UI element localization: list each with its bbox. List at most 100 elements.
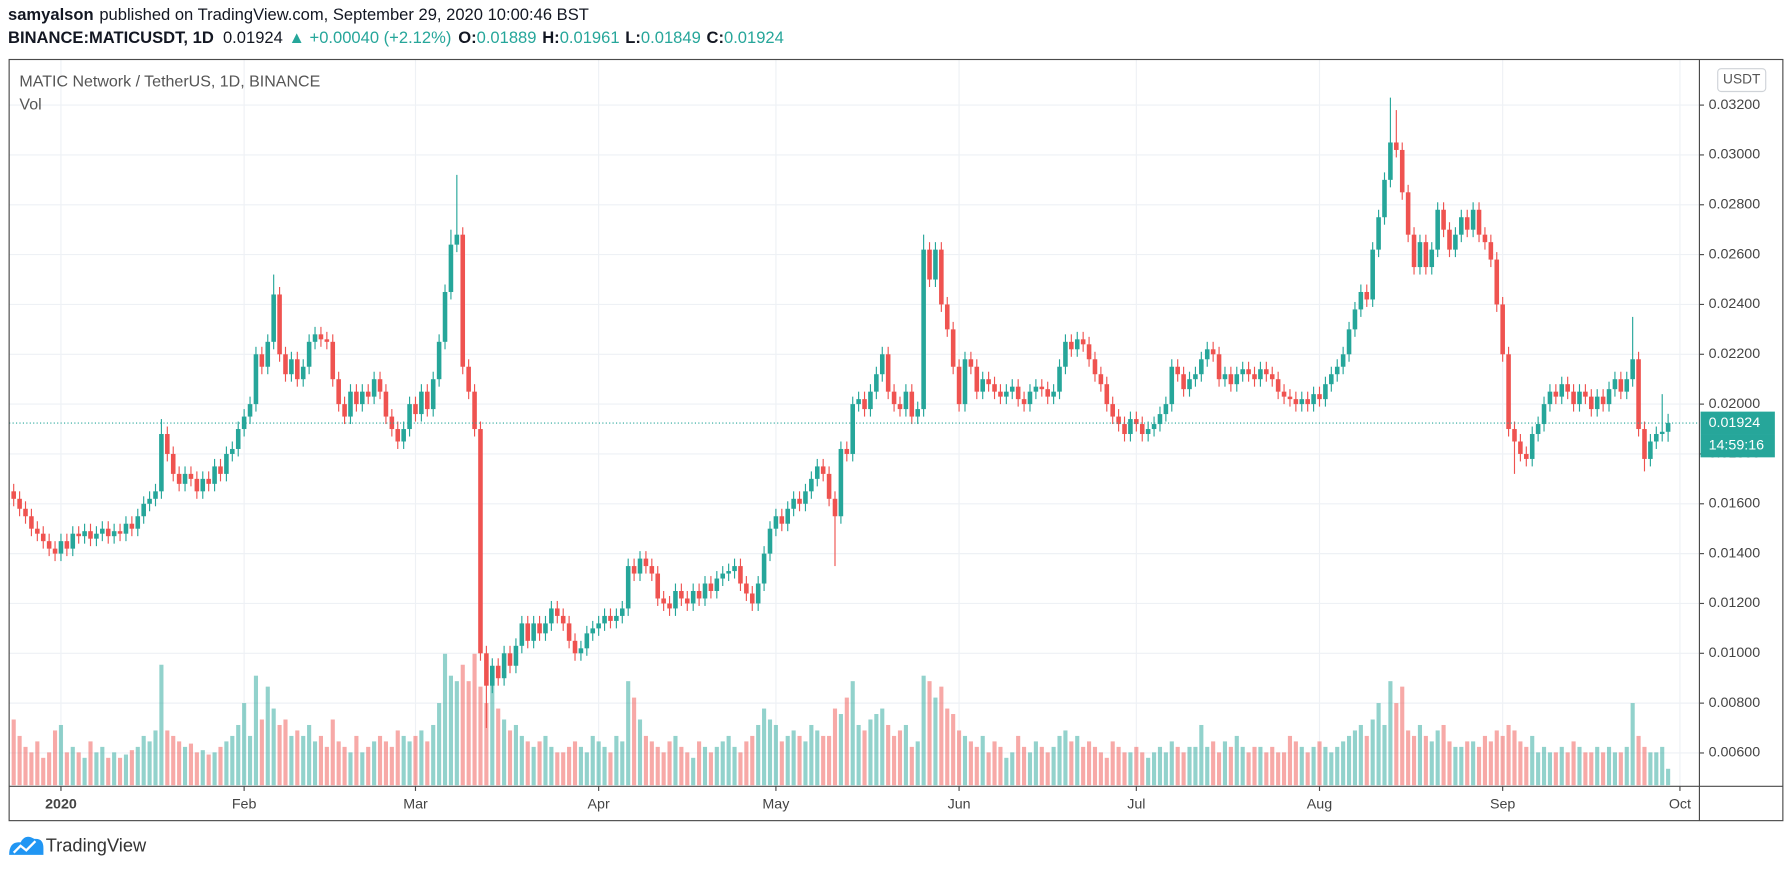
volume-bar bbox=[277, 724, 282, 786]
volume-bar bbox=[236, 724, 241, 786]
candle-body bbox=[1269, 374, 1275, 380]
candle-body bbox=[673, 591, 678, 609]
candle-body bbox=[1287, 396, 1293, 400]
volume-bar bbox=[738, 752, 743, 786]
volume-bar bbox=[708, 752, 713, 786]
volume-bar bbox=[194, 752, 199, 786]
candle-body bbox=[708, 583, 714, 592]
candle-body bbox=[809, 478, 814, 492]
ohlc-value: 0.01889 bbox=[477, 28, 537, 47]
candle-body bbox=[879, 354, 885, 375]
volume-bar bbox=[1075, 735, 1080, 786]
volume-bar bbox=[1335, 746, 1340, 786]
volume-bar bbox=[897, 730, 903, 786]
volume-bar bbox=[1512, 730, 1517, 786]
volume-bar bbox=[756, 724, 761, 786]
candle-body bbox=[684, 598, 690, 604]
candle-body bbox=[1405, 192, 1411, 235]
currency-button[interactable] bbox=[1717, 68, 1767, 93]
candle-body bbox=[64, 541, 70, 549]
candle-body bbox=[1500, 304, 1505, 355]
symbol-line: BINANCE:MATICUSDT, 1D 0.01924 ▲ +0.00040 (… bbox=[8, 28, 784, 47]
candle-body bbox=[749, 593, 755, 604]
candle-body bbox=[791, 498, 796, 509]
candle-body bbox=[661, 598, 666, 604]
volume-bar bbox=[425, 741, 430, 786]
volume-bar bbox=[968, 741, 973, 786]
candle-body bbox=[690, 591, 696, 604]
volume-bar bbox=[1364, 735, 1369, 786]
volume-bar bbox=[1547, 752, 1552, 786]
candle-body bbox=[1577, 391, 1582, 405]
candle-body bbox=[525, 623, 531, 641]
volume-bar bbox=[1370, 719, 1375, 786]
candle-body bbox=[1547, 391, 1553, 405]
candle-body bbox=[1518, 441, 1523, 454]
volume-bar bbox=[762, 708, 767, 786]
volume-bar bbox=[915, 741, 920, 786]
volume-bar bbox=[1004, 757, 1009, 786]
volume-bar bbox=[259, 719, 264, 786]
candle-body bbox=[1399, 149, 1405, 193]
volume-bar bbox=[1228, 746, 1233, 786]
countdown: 14:59:16 bbox=[1709, 438, 1765, 454]
candle-body bbox=[1009, 386, 1015, 392]
candle-body bbox=[1281, 391, 1287, 397]
volume-bar bbox=[614, 735, 619, 786]
volume-bar bbox=[1488, 741, 1493, 786]
x-tick-label: Jun bbox=[948, 796, 971, 812]
volume-bar bbox=[620, 741, 625, 786]
volume-bar bbox=[1311, 746, 1316, 786]
candle-body bbox=[560, 615, 566, 624]
candle-body bbox=[212, 466, 217, 484]
volume-bar bbox=[578, 746, 583, 786]
y-tick-label: 0.02200 bbox=[1709, 346, 1761, 362]
candle-body bbox=[330, 341, 336, 380]
candle-body bbox=[897, 404, 903, 410]
volume-bar bbox=[407, 741, 412, 786]
volume-bar bbox=[951, 714, 956, 786]
volume-bar bbox=[502, 719, 507, 786]
volume-bar bbox=[1193, 746, 1198, 786]
candle-body bbox=[767, 528, 773, 554]
volume-bar bbox=[903, 724, 908, 786]
volume-bar bbox=[921, 675, 926, 786]
volume-bar bbox=[1234, 735, 1239, 786]
volume-bar bbox=[1081, 746, 1086, 786]
candle-body bbox=[543, 623, 548, 634]
volume-bar bbox=[1400, 686, 1405, 786]
volume-bar bbox=[348, 752, 353, 786]
volume-bar bbox=[1122, 752, 1127, 786]
volume-bar bbox=[602, 746, 607, 786]
candles bbox=[11, 97, 1671, 729]
volume-bar bbox=[23, 746, 28, 786]
volume-bar bbox=[472, 653, 477, 786]
candle-body bbox=[1459, 217, 1464, 235]
volume-bar bbox=[1447, 741, 1452, 786]
candle-body bbox=[797, 498, 802, 504]
candle-body bbox=[927, 249, 932, 280]
volume-bar bbox=[691, 757, 696, 786]
candle-body bbox=[105, 528, 111, 537]
candle-body bbox=[903, 391, 909, 410]
volume-bar bbox=[1222, 741, 1228, 786]
volume-bar bbox=[732, 746, 737, 786]
volume-bar bbox=[1388, 681, 1393, 786]
candle-body bbox=[312, 334, 318, 342]
volume-bar bbox=[561, 752, 566, 786]
volume-bar bbox=[383, 741, 388, 786]
volume-bar bbox=[1494, 730, 1499, 786]
candle-body bbox=[614, 615, 619, 621]
candle-body bbox=[176, 473, 182, 484]
candle-body bbox=[241, 416, 247, 430]
volume-bar bbox=[1287, 735, 1293, 786]
volume-bar bbox=[1157, 746, 1163, 786]
candle-body bbox=[844, 448, 850, 454]
volume-bar bbox=[1606, 746, 1612, 786]
candle-body bbox=[141, 503, 146, 517]
ohlc-value: 0.01849 bbox=[641, 28, 701, 47]
volume-bar bbox=[939, 686, 944, 786]
y-tick-label: 0.03000 bbox=[1709, 147, 1761, 163]
y-tick-label: 0.01200 bbox=[1709, 595, 1761, 611]
volume-bar bbox=[1104, 757, 1109, 786]
